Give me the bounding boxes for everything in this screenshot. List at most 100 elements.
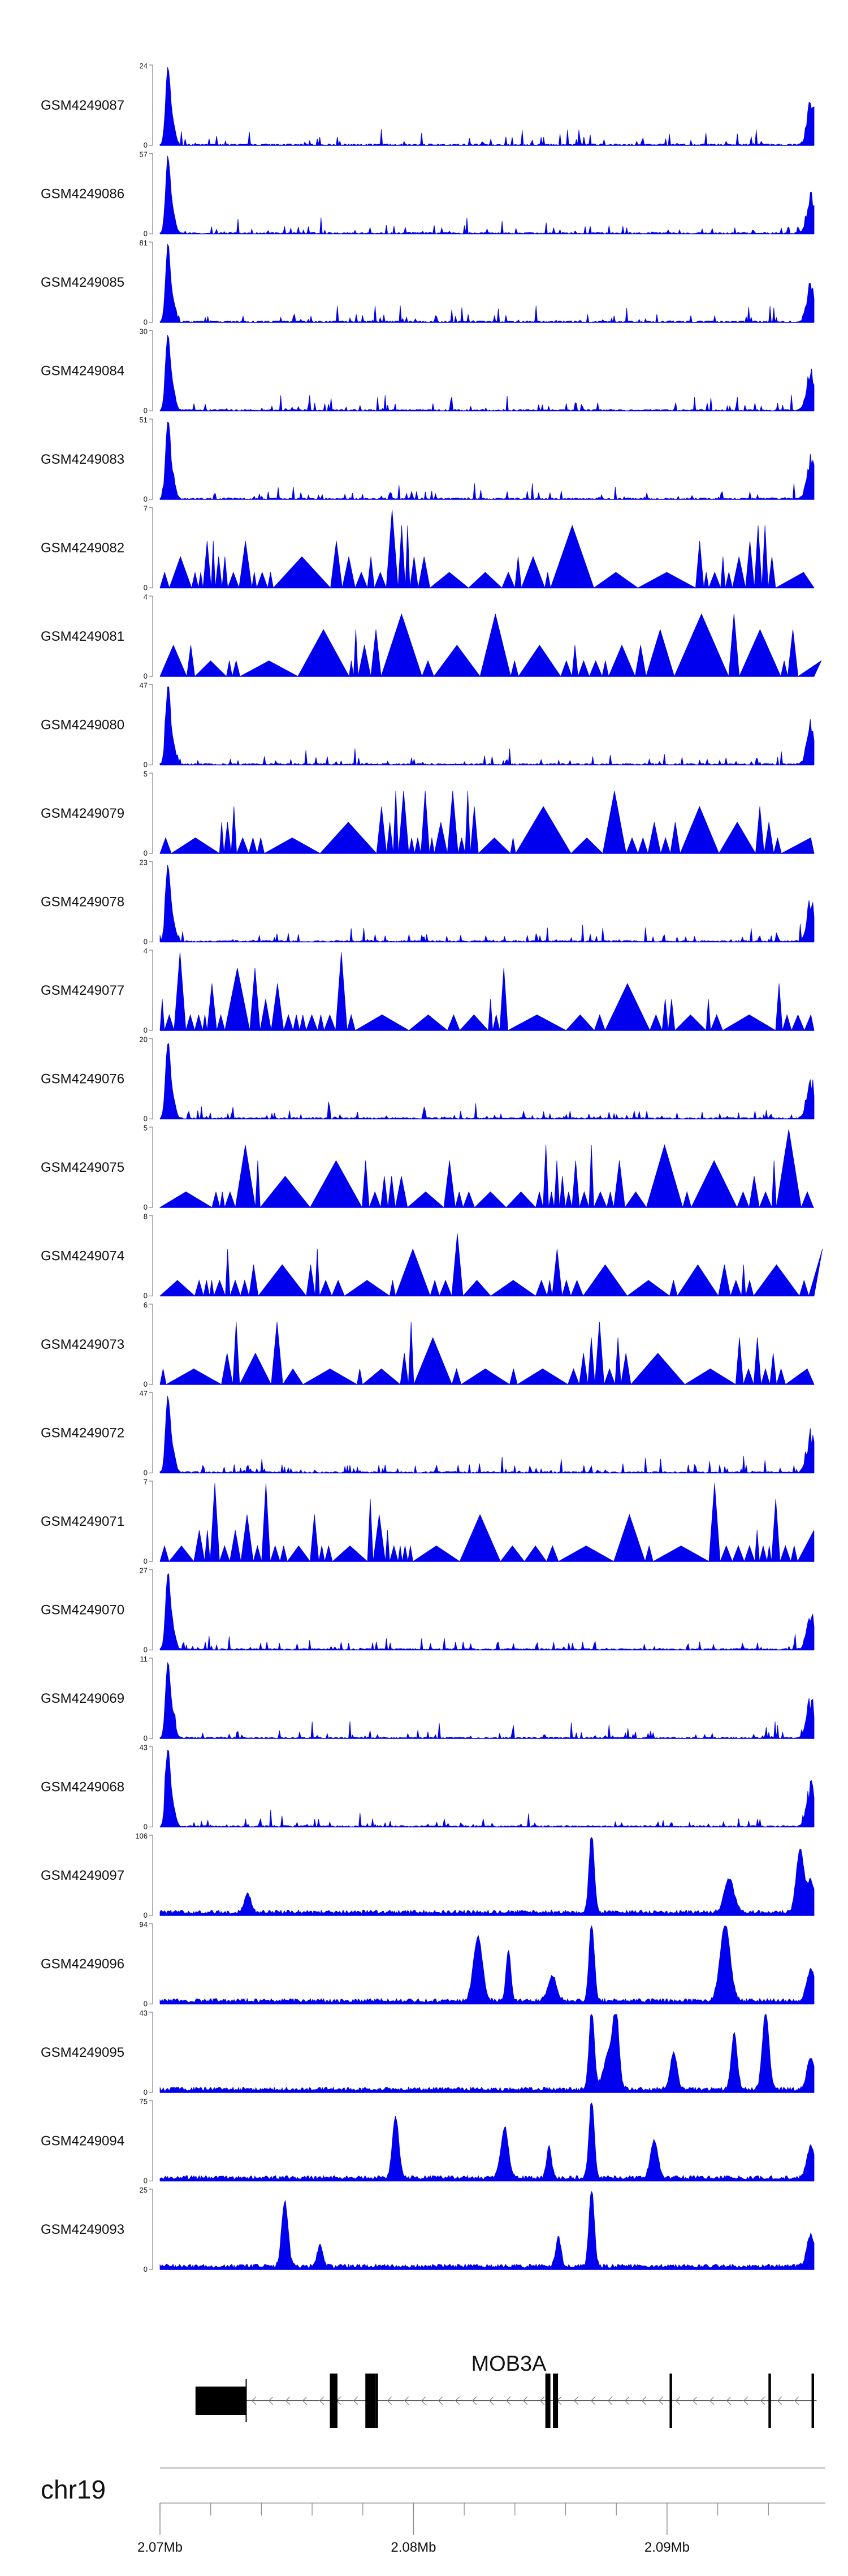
gene-exon [375,2374,378,2428]
track-gsm4249095: GSM4249095 43 0 [41,2009,815,2096]
track-gsm4249093: GSM4249093 25 0 [41,2186,815,2273]
y-axis-max-label: 7 [144,1478,148,1486]
strand-arrow [692,2396,698,2405]
y-axis-min-label: 0 [144,318,148,326]
track-label: GSM4249071 [41,1514,124,1529]
strand-arrow [777,2396,782,2405]
track-gsm4249074: GSM4249074 8 0 [41,1213,823,1300]
strand-arrow [675,2396,681,2405]
track-gsm4249080: GSM4249080 47 0 [41,681,815,769]
track-gsm4249086: GSM4249086 57 0 [41,150,815,238]
track-gsm4249082: GSM4249082 7 0 [41,504,815,592]
y-axis-max-label: 7 [144,504,148,513]
y-axis-max-label: 23 [140,858,148,867]
track-gsm4249087: GSM4249087 24 0 [41,62,815,149]
track-gsm4249070: GSM4249070 27 0 [41,1567,815,1654]
gene-model-mob3a: MOB3A [195,2352,817,2428]
strand-arrow [404,2396,409,2405]
y-axis-max-label: 20 [140,1035,148,1044]
track-label: GSM4249082 [41,541,124,556]
strand-arrow [251,2396,257,2405]
coverage-area [159,2014,815,2093]
track-label: GSM4249083 [41,452,124,467]
track-label: GSM4249093 [41,2222,124,2237]
coverage-area [159,1837,815,1916]
genome-axis: chr19 2.07Mb 2.08Mb 2.09Mb [41,2467,825,2555]
coverage-area [159,1396,815,1474]
track-label: GSM4249078 [41,895,124,910]
coverage-area [159,865,815,943]
y-axis-min-label: 0 [144,495,148,503]
y-axis-max-label: 8 [144,1213,148,1221]
y-axis-max-label: 5 [144,770,148,778]
strand-arrow [641,2396,647,2405]
track-label: GSM4249069 [41,1691,124,1706]
track-label: GSM4249068 [41,1780,124,1795]
tick-label: 2.07Mb [137,2540,183,2555]
y-axis-max-label: 4 [144,947,148,955]
track-label: GSM4249097 [41,1868,124,1883]
track-gsm4249077: GSM4249077 4 0 [41,947,815,1034]
strand-arrow [471,2396,477,2405]
coverage-area [159,2190,815,2270]
track-gsm4249081: GSM4249081 4 0 [41,593,822,680]
coverage-area [159,67,815,146]
gene-exon [553,2374,559,2428]
track-gsm4249076: GSM4249076 20 0 [41,1035,815,1123]
y-axis-min-label: 0 [144,407,148,415]
y-axis-max-label: 6 [144,1301,148,1309]
strand-arrow [505,2396,511,2405]
coverage-area [159,1662,815,1739]
strand-arrow [438,2396,443,2405]
y-axis-min-label: 0 [144,1646,148,1654]
gene-exon [669,2374,672,2428]
gene-exon [330,2374,338,2428]
track-gsm4249084: GSM4249084 30 0 [41,327,815,415]
y-axis-min-label: 0 [144,230,148,238]
strand-arrow [421,2396,426,2405]
y-axis-min-label: 0 [144,1292,148,1300]
strand-arrow [760,2396,765,2405]
y-axis-max-label: 25 [140,2186,148,2194]
y-axis-max-label: 106 [135,1832,148,1840]
y-axis-max-label: 43 [140,2009,148,2017]
track-gsm4249094: GSM4249094 75 0 [41,2098,815,2185]
track-label: GSM4249094 [41,2134,124,2149]
track-label: GSM4249076 [41,1072,124,1087]
y-axis-max-label: 47 [140,681,148,690]
y-axis-min-label: 0 [144,1911,148,1919]
strand-arrow [607,2396,613,2405]
track-gsm4249083: GSM4249083 51 0 [41,416,815,503]
coverage-area [159,1750,815,1828]
track-gsm4249072: GSM4249072 47 0 [41,1390,815,1477]
coverage-area [159,1322,815,1386]
track-label: GSM4249075 [41,1160,124,1175]
track-label: GSM4249086 [41,187,124,202]
y-axis-min-label: 0 [144,1115,148,1123]
strand-arrow [539,2396,545,2405]
strand-arrow [743,2396,749,2405]
track-label: GSM4249073 [41,1337,124,1352]
y-axis-max-label: 51 [140,416,148,424]
gene-exon [195,2387,246,2415]
y-axis-min-label: 0 [144,141,148,149]
y-axis-min-label: 0 [144,672,148,680]
strand-arrow [353,2396,358,2405]
strand-arrow [590,2396,596,2405]
track-gsm4249096: GSM4249096 94 0 [41,1921,815,2008]
coverage-area [159,1043,815,1120]
coverage-area [159,421,815,500]
gene-exon [768,2374,771,2428]
track-label: GSM4249084 [41,364,124,379]
y-axis-max-label: 30 [140,327,148,336]
track-label: GSM4249072 [41,1426,124,1441]
track-gsm4249075: GSM4249075 5 0 [41,1124,814,1211]
strand-arrow [268,2396,274,2405]
track-gsm4249068: GSM4249068 43 0 [41,1744,815,1831]
coverage-area [159,1483,815,1563]
y-axis-min-label: 0 [144,1734,148,1742]
coverage-area [159,1129,814,1209]
track-gsm4249079: GSM4249079 5 0 [41,770,815,857]
track-gsm4249073: GSM4249073 6 0 [41,1301,815,1388]
strand-arrow [285,2396,291,2405]
